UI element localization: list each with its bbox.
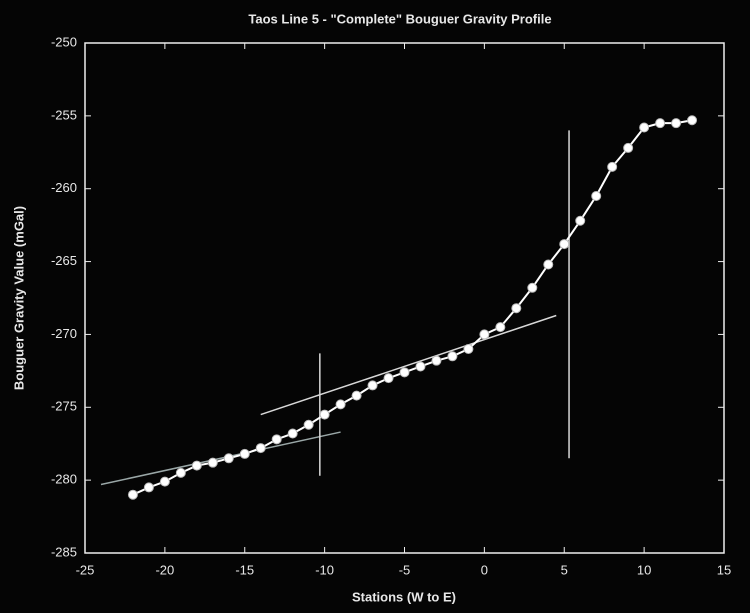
y-tick-label: -250 <box>51 34 77 49</box>
data-point <box>431 355 442 366</box>
y-tick-label: -255 <box>51 107 77 122</box>
data-point <box>527 282 538 293</box>
data-point <box>383 373 394 384</box>
x-axis-label: Stations (W to E) <box>352 589 456 604</box>
y-tick-label: -265 <box>51 253 77 268</box>
y-tick-label: -280 <box>51 472 77 487</box>
data-point <box>319 409 330 420</box>
data-point <box>655 118 666 129</box>
data-point <box>591 191 602 201</box>
data-point <box>447 351 458 362</box>
data-point <box>303 419 314 430</box>
data-point <box>671 118 682 129</box>
data-point <box>143 482 154 493</box>
data-point <box>511 303 522 314</box>
data-point <box>351 390 362 401</box>
data-point <box>159 476 170 487</box>
reference-line <box>100 431 341 486</box>
y-tick-label: -260 <box>51 180 77 195</box>
x-tick-label: -25 <box>76 562 95 577</box>
data-point <box>239 448 250 459</box>
data-point <box>287 428 298 439</box>
y-tick-label: -275 <box>51 399 77 414</box>
x-tick-label: -5 <box>399 562 411 577</box>
x-tick-label: -15 <box>235 562 254 577</box>
data-point <box>207 457 218 468</box>
data-point <box>367 380 378 391</box>
x-tick-label: -20 <box>155 562 174 577</box>
x-tick-label: 10 <box>637 562 651 577</box>
chart-title: Taos Line 5 - "Complete" Bouguer Gravity… <box>248 11 551 26</box>
data-point <box>191 460 202 471</box>
y-tick-label: -285 <box>51 544 77 559</box>
data-point <box>223 453 234 464</box>
data-point <box>399 367 410 378</box>
data-point <box>623 142 634 153</box>
data-point <box>687 115 698 126</box>
data-point <box>575 215 586 226</box>
data-point <box>607 161 618 172</box>
y-tick-label: -270 <box>51 326 77 341</box>
profile-line <box>132 119 693 496</box>
data-point <box>559 239 570 250</box>
data-point <box>127 489 138 500</box>
y-axis-label: Bouguer Gravity Value (mGal) <box>11 206 26 390</box>
data-point <box>639 122 650 133</box>
data-point <box>175 467 186 478</box>
x-tick-label: -10 <box>315 562 334 577</box>
x-tick-label: 0 <box>481 562 488 577</box>
x-tick-label: 5 <box>561 562 568 577</box>
data-point <box>415 361 426 372</box>
data-point <box>255 443 266 454</box>
data-point <box>463 344 474 354</box>
data-point <box>271 434 282 445</box>
data-point <box>479 329 490 340</box>
reference-line <box>260 314 557 416</box>
data-point <box>495 322 506 333</box>
data-point <box>543 259 554 270</box>
data-point <box>335 399 346 410</box>
x-tick-label: 15 <box>717 562 731 577</box>
